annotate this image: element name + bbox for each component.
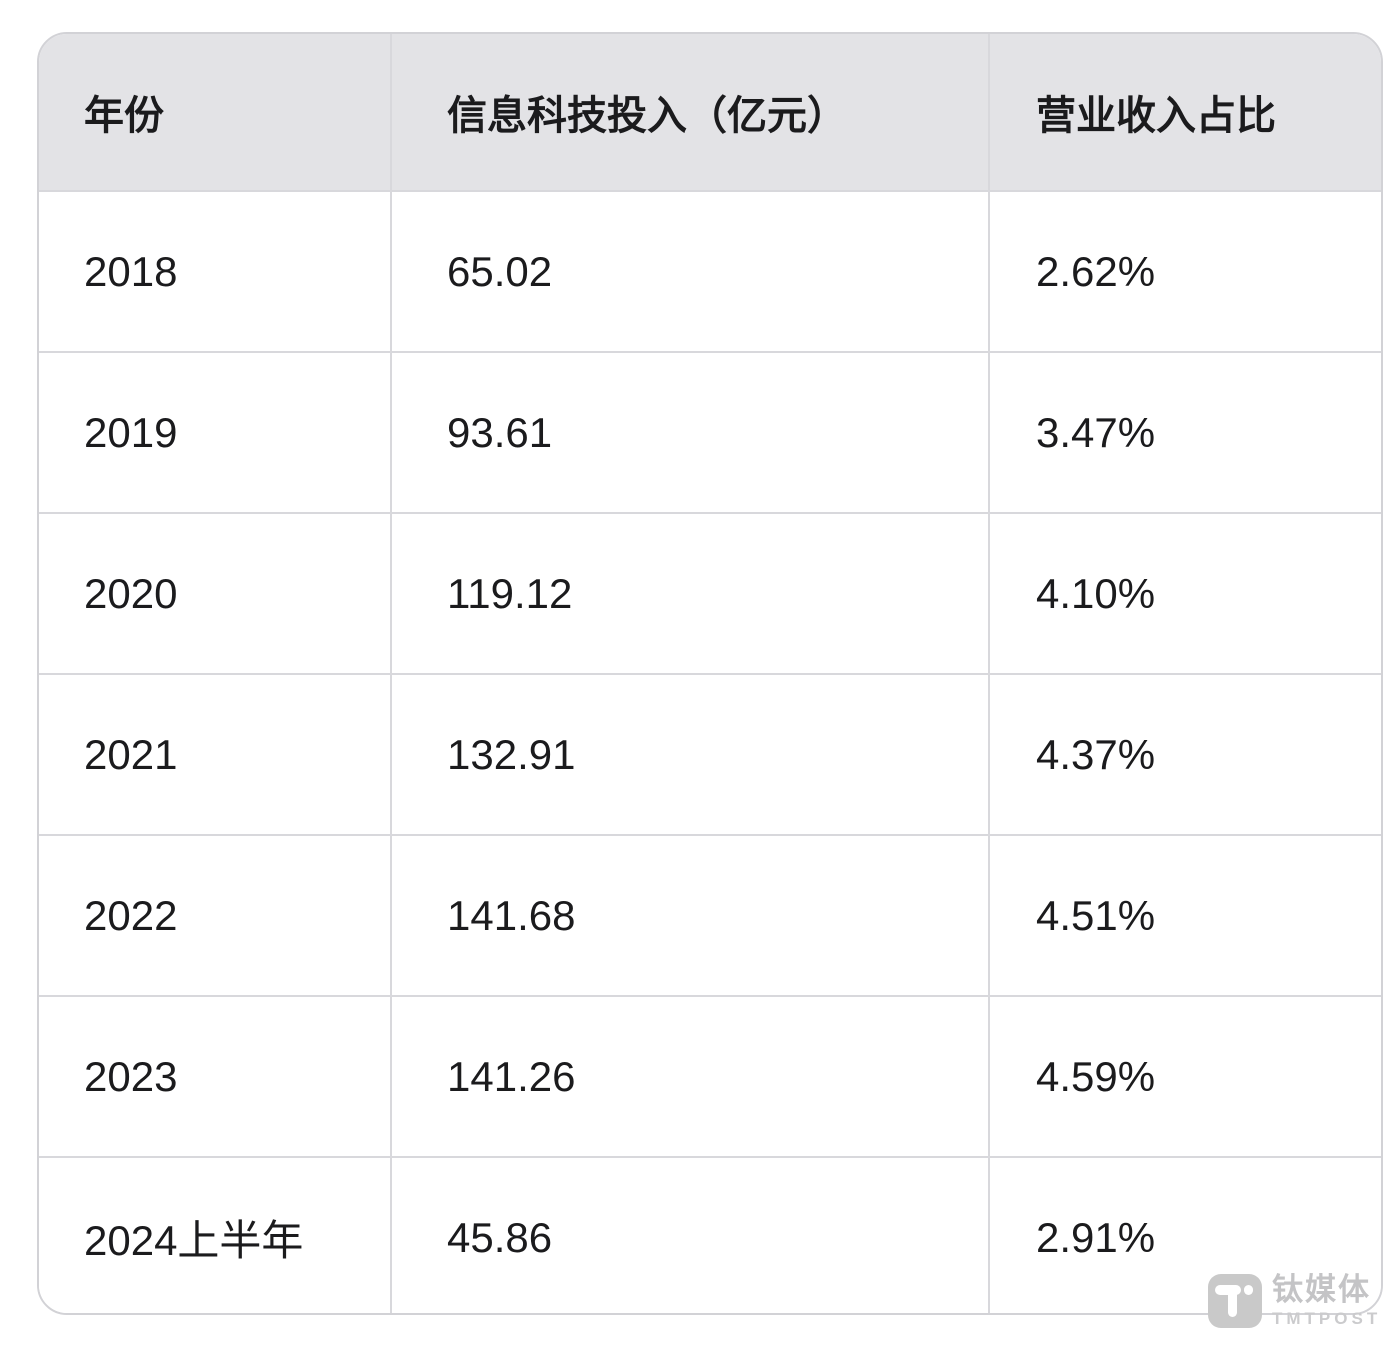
cell-revenue-share: 4.37% bbox=[990, 675, 1381, 836]
table-row: 2019 93.61 3.47% bbox=[39, 353, 1381, 514]
watermark-brand-en: TMTPOST bbox=[1272, 1309, 1382, 1328]
cell-revenue-share: 2.62% bbox=[990, 192, 1381, 353]
it-investment-table: 年份 信息科技投入（亿元） 营业收入占比 2018 65.02 2.62% 20… bbox=[37, 32, 1383, 1315]
cell-investment: 132.91 bbox=[392, 675, 990, 836]
table-row: 2018 65.02 2.62% bbox=[39, 192, 1381, 353]
cell-year: 2019 bbox=[39, 353, 392, 514]
cell-year: 2022 bbox=[39, 836, 392, 997]
cell-investment: 141.68 bbox=[392, 836, 990, 997]
cell-revenue-share: 4.10% bbox=[990, 514, 1381, 675]
table-row: 2023 141.26 4.59% bbox=[39, 997, 1381, 1158]
column-header-year: 年份 bbox=[39, 34, 392, 192]
cell-revenue-share: 4.51% bbox=[990, 836, 1381, 997]
data-table: 年份 信息科技投入（亿元） 营业收入占比 2018 65.02 2.62% 20… bbox=[39, 34, 1381, 1313]
cell-revenue-share: 2.91% bbox=[990, 1158, 1381, 1313]
cell-year: 2018 bbox=[39, 192, 392, 353]
cell-investment: 65.02 bbox=[392, 192, 990, 353]
header-row: 年份 信息科技投入（亿元） 营业收入占比 bbox=[39, 34, 1381, 192]
cell-investment: 141.26 bbox=[392, 997, 990, 1158]
table-body: 2018 65.02 2.62% 2019 93.61 3.47% 2020 1… bbox=[39, 192, 1381, 1313]
cell-investment: 119.12 bbox=[392, 514, 990, 675]
table-header: 年份 信息科技投入（亿元） 营业收入占比 bbox=[39, 34, 1381, 192]
cell-year: 2020 bbox=[39, 514, 392, 675]
tmtpost-logo-icon bbox=[1208, 1274, 1262, 1328]
cell-year: 2024上半年 bbox=[39, 1158, 392, 1313]
cell-year: 2021 bbox=[39, 675, 392, 836]
table-row: 2020 119.12 4.10% bbox=[39, 514, 1381, 675]
watermark-brand-cn: 钛媒体 bbox=[1272, 1272, 1371, 1307]
cell-investment: 93.61 bbox=[392, 353, 990, 514]
cell-year: 2023 bbox=[39, 997, 392, 1158]
cell-revenue-share: 3.47% bbox=[990, 353, 1381, 514]
table-row: 2021 132.91 4.37% bbox=[39, 675, 1381, 836]
tmtpost-watermark: 钛媒体 TMTPOST bbox=[1208, 1274, 1381, 1328]
cell-revenue-share: 4.59% bbox=[990, 997, 1381, 1158]
column-header-revenue-share: 营业收入占比 bbox=[990, 34, 1381, 192]
table-row: 2024上半年 45.86 2.91% bbox=[39, 1158, 1381, 1313]
column-header-investment: 信息科技投入（亿元） bbox=[392, 34, 990, 192]
cell-investment: 45.86 bbox=[392, 1158, 990, 1313]
table-row: 2022 141.68 4.51% bbox=[39, 836, 1381, 997]
